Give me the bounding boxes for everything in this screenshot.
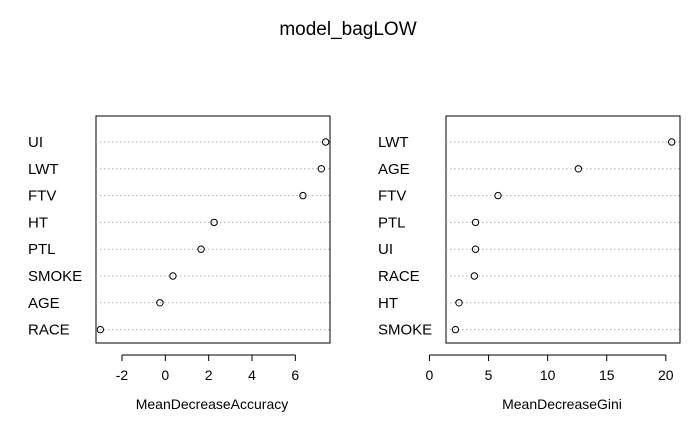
x-tick-label: 20	[658, 367, 674, 383]
category-label: UI	[28, 134, 43, 151]
category-label: AGE	[28, 295, 60, 312]
panel-accuracy: UI LWT FTV HT PTL SMOKE AGE RACE -2 0 2 4 6 MeanDecr…	[28, 115, 331, 412]
category-label: SMOKE	[28, 268, 82, 285]
category-label: FTV	[378, 188, 406, 205]
x-tick-label: 0	[161, 367, 169, 383]
data-point	[668, 138, 676, 146]
x-tick-label: 6	[291, 367, 299, 383]
category-label: PTL	[28, 241, 56, 258]
chart-title: model_bagLOW	[279, 19, 416, 40]
data-point	[210, 218, 218, 227]
data-point	[156, 299, 164, 307]
category-label: LWT	[378, 134, 409, 151]
x-axis-title: MeanDecreaseGini	[502, 396, 622, 412]
category-label: FTV	[28, 188, 56, 205]
panel-gini: LWT AGE FTV PTL UI RACE HT SMOKE 0 5 10 15 20 MeanDe…	[378, 115, 681, 412]
data-point	[197, 245, 205, 253]
x-axis-title: MeanDecreaseAccuracy	[136, 396, 289, 412]
data-point	[299, 191, 307, 200]
x-tick-label: 4	[248, 367, 256, 383]
data-point	[470, 272, 479, 280]
category-label: HT	[28, 214, 48, 231]
category-label: AGE	[378, 161, 410, 178]
data-point	[574, 165, 583, 173]
x-tick-label: 15	[599, 367, 615, 383]
data-point	[96, 325, 105, 334]
x-tick-label: 0	[426, 367, 434, 383]
category-label: LWT	[28, 161, 59, 178]
category-label: HT	[378, 295, 398, 312]
category-label: SMOKE	[378, 322, 432, 339]
data-point	[451, 325, 460, 334]
category-label: RACE	[28, 322, 70, 339]
category-label: PTL	[378, 214, 406, 231]
data-point	[169, 272, 177, 280]
data-point	[471, 218, 480, 227]
data-point	[317, 165, 326, 173]
category-label: UI	[378, 241, 393, 258]
x-tick-label: 10	[540, 367, 556, 383]
x-tick-label: -2	[116, 367, 129, 383]
data-point	[471, 245, 480, 253]
data-point	[455, 299, 463, 307]
plot-frame	[445, 115, 681, 344]
x-tick-label: 2	[205, 367, 213, 383]
data-point	[494, 191, 502, 200]
plot-frame	[95, 115, 331, 344]
data-point	[321, 138, 330, 146]
category-label: RACE	[378, 268, 420, 285]
x-tick-label: 5	[485, 367, 493, 383]
